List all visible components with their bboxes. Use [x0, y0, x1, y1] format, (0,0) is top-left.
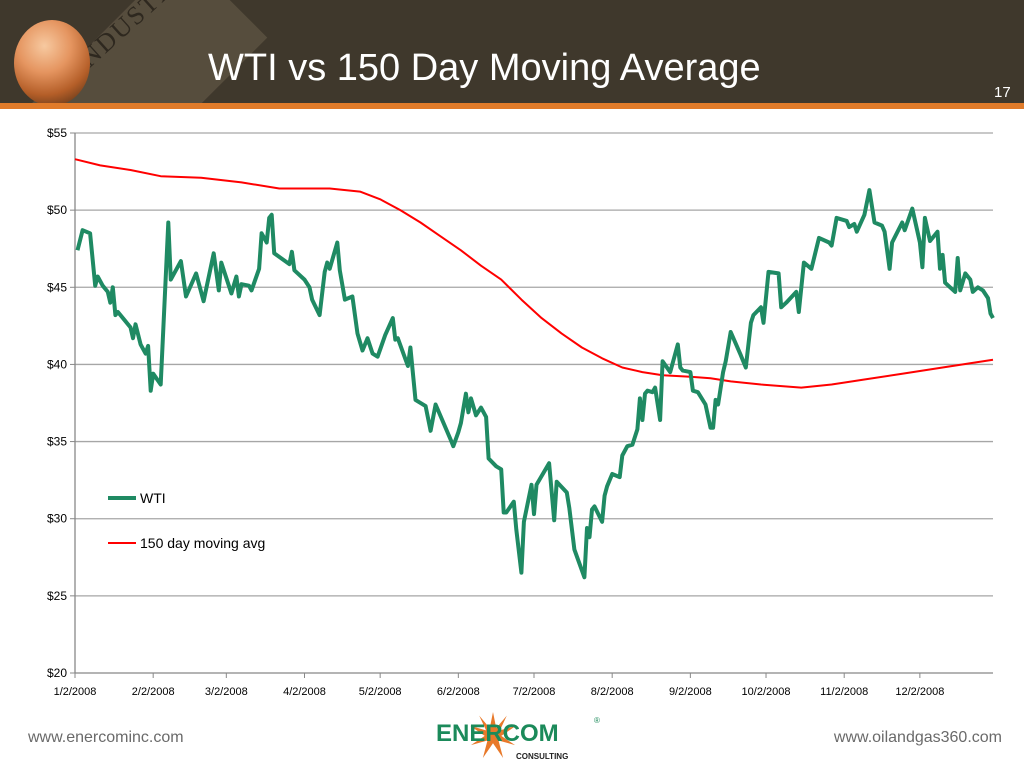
x-tick-label: 8/2/2008 [591, 686, 634, 698]
x-tick-label: 2/2/2008 [132, 686, 175, 698]
x-tick-label: 12/2/2008 [895, 686, 944, 698]
y-tick-label: $30 [47, 512, 67, 526]
enercom-logo: ENERCOM ® CONSULTING [432, 712, 612, 768]
y-tick-label: $40 [47, 357, 67, 371]
sphere-logo-icon [14, 20, 90, 103]
x-tick-label: 9/2/2008 [669, 686, 712, 698]
x-tick-label: 1/2/2008 [54, 686, 97, 698]
logo-text: ENERCOM [436, 720, 559, 747]
legend-label-moving-avg: 150 day moving avg [140, 535, 265, 551]
y-axis-labels: $20 $25 $30 $35 $40 $45 $50 $55 [47, 126, 67, 680]
accent-divider [0, 103, 1024, 109]
slide-header: INDUSTR WTI vs 150 Day Moving Average 17 [0, 0, 1024, 103]
x-tick-label: 6/2/2008 [437, 686, 480, 698]
legend: WTI 150 day moving avg [108, 490, 265, 551]
y-tick-label: $50 [47, 203, 67, 217]
x-axis-labels: 1/2/2008 2/2/2008 3/2/2008 4/2/2008 5/2/2008… [54, 686, 945, 698]
x-tick-label: 11/2/2008 [820, 686, 868, 698]
page-number: 17 [994, 84, 1011, 101]
series-lines [74, 158, 995, 580]
slide-title: WTI vs 150 Day Moving Average [208, 47, 761, 89]
footer-left-url[interactable]: www.enercominc.com [28, 729, 184, 746]
y-tick-label: $45 [47, 280, 67, 294]
wti-line [75, 188, 995, 580]
y-tick-label: $20 [47, 666, 67, 680]
legend-label-wti: WTI [140, 490, 166, 506]
y-tick-label: $25 [47, 589, 67, 603]
x-tick-label: 5/2/2008 [359, 686, 402, 698]
x-tick-label: 3/2/2008 [205, 686, 248, 698]
x-tick-label: 10/2/2008 [742, 686, 791, 698]
footer-right-url[interactable]: www.oilandgas360.com [833, 729, 1002, 746]
logo-subtext: CONSULTING [516, 752, 569, 761]
y-tick-label: $55 [47, 126, 67, 140]
registered-mark: ® [594, 716, 600, 725]
x-tick-label: 4/2/2008 [283, 686, 326, 698]
x-tick-label: 7/2/2008 [513, 686, 556, 698]
y-tick-label: $35 [47, 435, 67, 449]
moving-avg-line [74, 158, 994, 389]
gridlines [70, 132, 993, 678]
